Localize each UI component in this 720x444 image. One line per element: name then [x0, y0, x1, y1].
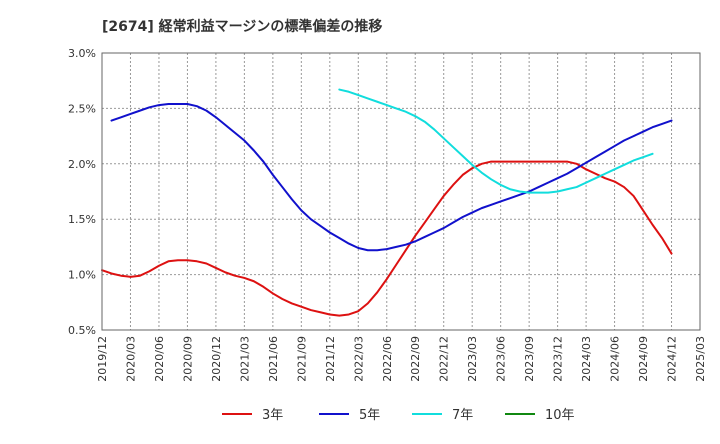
y-axis-ticks: 0.5% 1.0% 1.5% 2.0% 2.5% 3.0% [68, 47, 96, 337]
legend: 3年 5年 7年 10年 [222, 408, 575, 423]
x-tick-label: 2021/09 [295, 336, 308, 382]
x-tick-label: 2024/12 [666, 336, 679, 382]
chart-title: [2674] 経常利益マージンの標準偏差の推移 [102, 18, 382, 35]
legend-label: 10年 [545, 408, 575, 423]
y-tick-label: 3.0% [68, 47, 96, 60]
x-tick-label: 2024/06 [609, 336, 622, 382]
x-tick-label: 2020/09 [181, 336, 194, 382]
x-tick-label: 2020/06 [153, 336, 166, 382]
x-tick-label: 2021/03 [238, 336, 251, 382]
y-tick-label: 1.5% [68, 213, 96, 226]
x-tick-label: 2019/12 [96, 336, 109, 382]
x-tick-label: 2024/03 [580, 336, 593, 382]
x-tick-label: 2022/06 [381, 336, 394, 382]
series-line-1 [110, 102, 673, 252]
x-tick-label: 2022/12 [438, 336, 451, 382]
legend-label: 3年 [262, 408, 283, 423]
series-line-0 [101, 160, 673, 317]
legend-label: 7年 [452, 408, 473, 423]
legend-label: 5年 [359, 408, 380, 423]
x-tick-label: 2022/03 [352, 336, 365, 382]
plot-frame [101, 52, 701, 331]
y-tick-label: 0.5% [68, 324, 96, 337]
x-tick-label: 2022/09 [409, 336, 422, 382]
x-tick-label: 2025/03 [694, 336, 707, 382]
x-tick-label: 2021/06 [267, 336, 280, 382]
y-tick-label: 1.0% [68, 269, 96, 282]
y-tick-label: 2.5% [68, 102, 96, 115]
x-tick-label: 2021/12 [324, 336, 337, 382]
x-tick-label: 2023/09 [523, 336, 536, 382]
x-axis-ticks: 2019/12 2020/03 2020/06 2020/09 2020/12 2021/… [96, 336, 707, 382]
series-line-2 [338, 88, 654, 194]
x-tick-label: 2023/06 [495, 336, 508, 382]
series-lines [101, 88, 673, 317]
y-tick-label: 2.0% [68, 158, 96, 171]
x-tick-label: 2023/12 [552, 336, 565, 382]
x-tick-label: 2020/03 [124, 336, 137, 382]
x-tick-label: 2024/09 [637, 336, 650, 382]
x-tick-label: 2023/03 [466, 336, 479, 382]
x-tick-label: 2020/12 [210, 336, 223, 382]
grid [101, 52, 701, 331]
